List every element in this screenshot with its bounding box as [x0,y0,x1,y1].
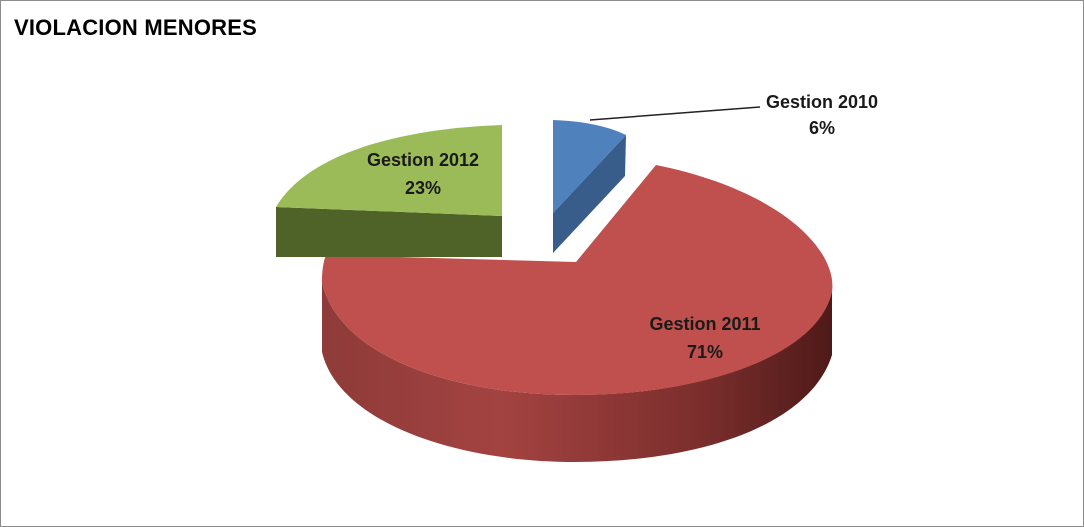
slice-gestion-2010 [553,120,626,253]
label-gestion-2010-value: 6% [809,118,835,138]
slice-gestion-2012 [276,125,502,257]
slice-gestion-2011 [322,165,833,462]
slice-gestion-2012-top [276,125,502,216]
label-gestion-2012-name: Gestion 2012 [367,150,479,170]
slice-gestion-2012-side [276,207,502,257]
leader-line-gestion-2010 [589,106,761,121]
slice-gestion-2010-side [553,135,626,253]
label-gestion-2012-value: 23% [405,178,441,198]
chart-title: VIOLACION MENORES [14,15,257,40]
slice-gestion-2011-top [322,165,833,395]
label-gestion-2010-name: Gestion 2010 [766,92,878,112]
slice-gestion-2011-side [322,282,832,462]
label-gestion-2011-value: 71% [687,342,723,362]
slice-gestion-2010-top [553,120,626,213]
label-gestion-2011-name: Gestion 2011 [649,314,760,334]
